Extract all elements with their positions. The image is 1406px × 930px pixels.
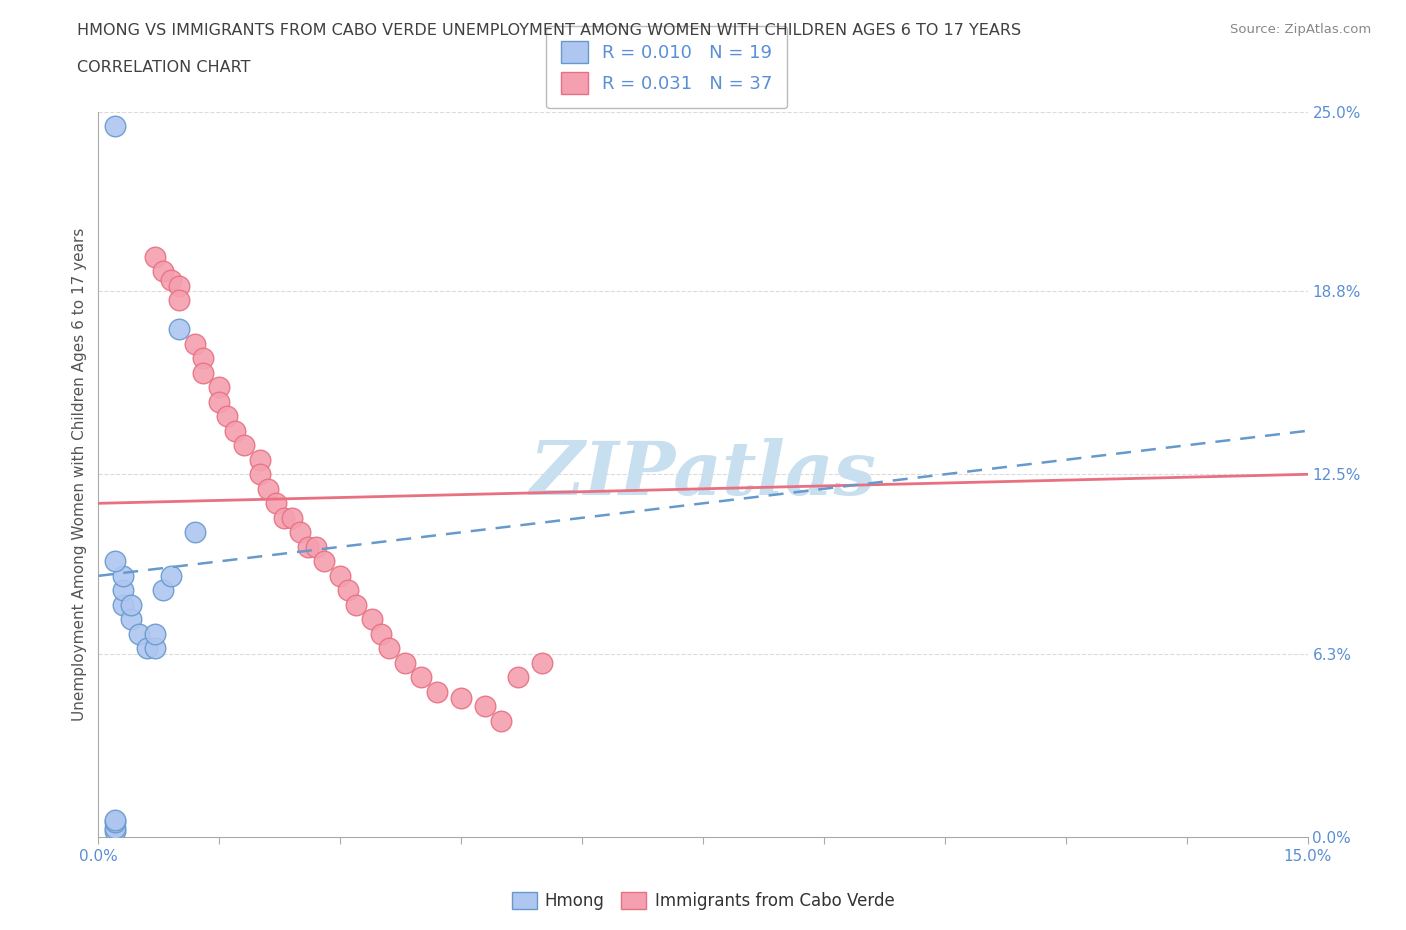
Point [256, 482, 278, 497]
Point [103, 812, 125, 827]
Point [111, 597, 134, 612]
Text: CORRELATION CHART: CORRELATION CHART [77, 60, 250, 75]
Point [152, 583, 174, 598]
Point [273, 511, 295, 525]
Point [152, 264, 174, 279]
Text: HMONG VS IMMIGRANTS FROM CABO VERDE UNEMPLOYMENT AMONG WOMEN WITH CHILDREN AGES : HMONG VS IMMIGRANTS FROM CABO VERDE UNEM… [77, 23, 1021, 38]
Point [135, 641, 157, 656]
Point [224, 423, 246, 438]
Point [409, 670, 432, 684]
Point [305, 539, 328, 554]
Point [281, 511, 304, 525]
Point [193, 365, 215, 380]
Point [167, 322, 190, 337]
Point [329, 568, 352, 583]
Point [249, 467, 271, 482]
Point [111, 583, 134, 598]
Point [120, 612, 142, 627]
Point [193, 351, 215, 365]
Point [344, 597, 367, 612]
Point [143, 627, 166, 642]
Point [103, 815, 125, 830]
Point [474, 699, 496, 714]
Point [377, 641, 399, 656]
Text: Source: ZipAtlas.com: Source: ZipAtlas.com [1230, 23, 1371, 36]
Point [167, 293, 190, 308]
Point [184, 337, 207, 352]
Point [208, 379, 231, 394]
Point [264, 496, 287, 511]
Point [297, 539, 319, 554]
Point [506, 670, 529, 684]
Point [103, 821, 125, 836]
Point [426, 684, 449, 699]
Point [249, 452, 271, 467]
Point [167, 278, 190, 293]
Point [208, 394, 231, 409]
Legend: Hmong, Immigrants from Cabo Verde: Hmong, Immigrants from Cabo Verde [505, 885, 901, 917]
Point [103, 119, 125, 134]
Y-axis label: Unemployment Among Women with Children Ages 6 to 17 years: Unemployment Among Women with Children A… [72, 228, 87, 721]
Point [160, 568, 183, 583]
Point [450, 690, 472, 705]
Text: ZIPatlas: ZIPatlas [530, 438, 876, 511]
Point [143, 641, 166, 656]
Point [184, 525, 207, 539]
Point [217, 409, 239, 424]
Point [103, 824, 125, 839]
Point [337, 583, 360, 598]
Point [491, 713, 513, 728]
Point [120, 597, 142, 612]
Point [232, 438, 254, 453]
Point [160, 272, 183, 287]
Point [143, 249, 166, 264]
Point [128, 627, 150, 642]
Point [288, 525, 311, 539]
Point [370, 627, 392, 642]
Legend: R = 0.010   N = 19, R = 0.031   N = 37: R = 0.010 N = 19, R = 0.031 N = 37 [547, 26, 787, 108]
Point [111, 568, 134, 583]
Point [103, 554, 125, 569]
Point [361, 612, 384, 627]
Point [530, 656, 553, 671]
Point [394, 656, 416, 671]
Point [314, 554, 336, 569]
